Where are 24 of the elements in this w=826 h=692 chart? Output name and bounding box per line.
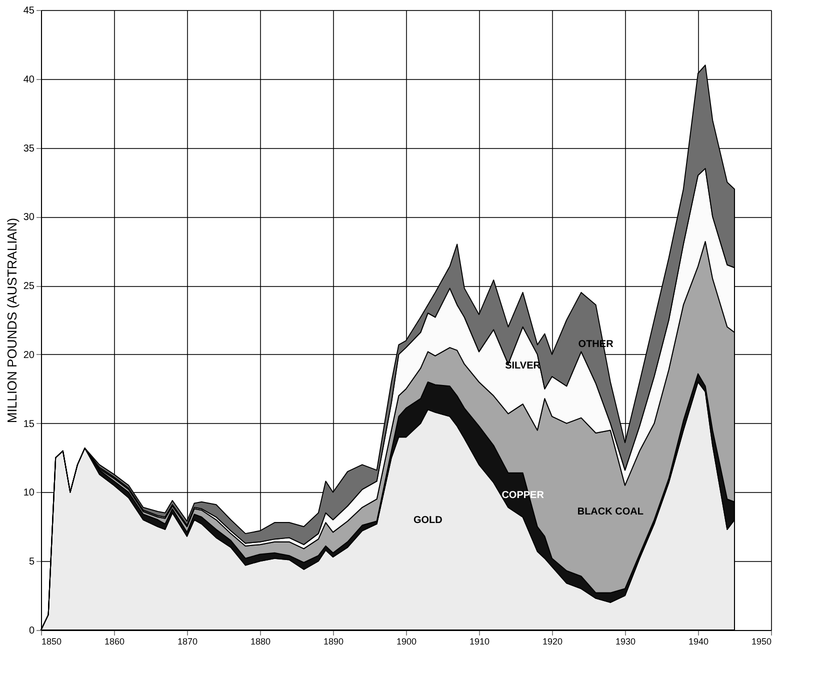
y-tick-label: 20 bbox=[23, 350, 35, 361]
y-tick-label: 45 bbox=[23, 6, 35, 16]
y-tick-label: 5 bbox=[28, 556, 35, 568]
x-tick-label: 1890 bbox=[323, 636, 344, 646]
series-label: GOLD bbox=[413, 514, 442, 526]
x-tick-label: 1940 bbox=[688, 636, 709, 646]
y-tick-label: 10 bbox=[23, 488, 35, 499]
y-tick-label: 35 bbox=[23, 143, 35, 154]
y-axis-title: MILLION POUNDS (AUSTRALIAN) bbox=[4, 218, 20, 424]
y-tick-label: 25 bbox=[23, 281, 35, 292]
x-tick-label: 1870 bbox=[177, 636, 198, 646]
x-tick-label: 1950 bbox=[751, 636, 772, 646]
x-tick-label: 1860 bbox=[104, 636, 125, 646]
x-tick-label: 1920 bbox=[542, 636, 563, 646]
y-tick-label: 0 bbox=[28, 626, 35, 636]
x-tick-label: 1850 bbox=[42, 636, 62, 646]
series-label: BLACK COAL bbox=[577, 506, 644, 518]
x-tick-label: 1880 bbox=[250, 636, 271, 646]
x-tick-label: 1930 bbox=[615, 636, 636, 646]
y-tick-label: 30 bbox=[23, 212, 35, 224]
y-tick-label: 40 bbox=[23, 74, 35, 86]
x-tick-label: 1910 bbox=[469, 636, 490, 646]
y-tick-label: 15 bbox=[23, 418, 35, 430]
x-tick-label: 1900 bbox=[396, 636, 417, 646]
